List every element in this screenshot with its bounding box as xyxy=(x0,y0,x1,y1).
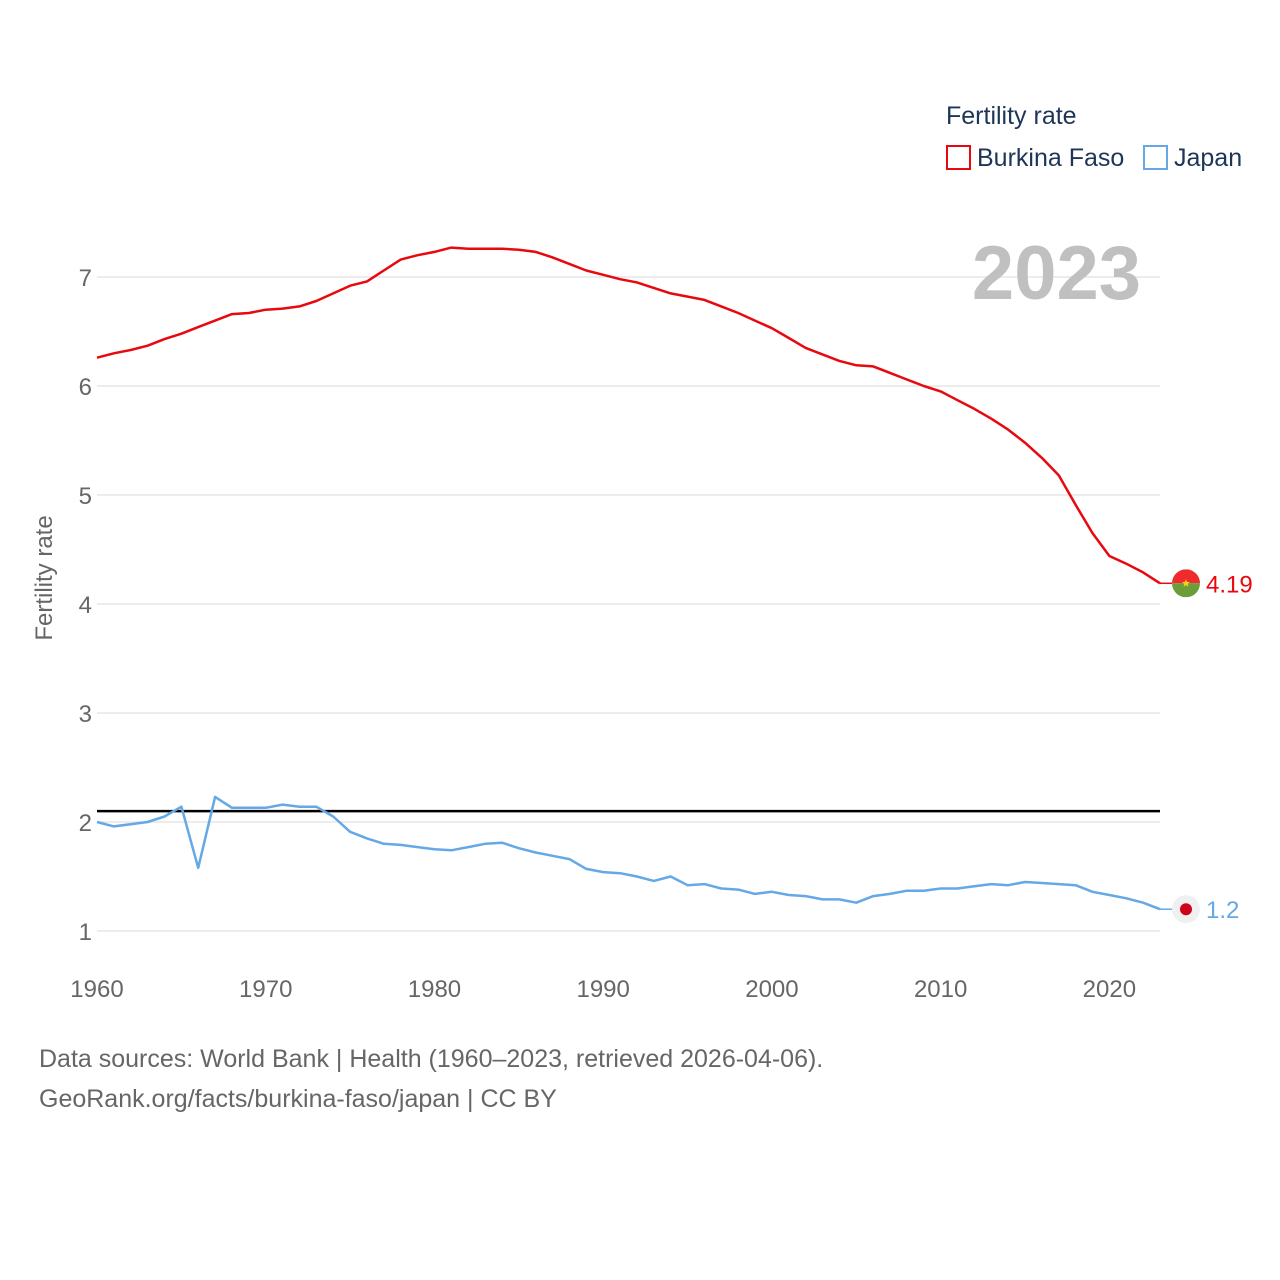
x-tick-label-1990: 1990 xyxy=(576,976,629,1003)
grid-layer xyxy=(97,276,1160,932)
x-tick-label-2020: 2020 xyxy=(1083,976,1136,1003)
legend-label-burkina-faso: Burkina Faso xyxy=(977,144,1124,172)
x-tick-label-1960: 1960 xyxy=(70,976,123,1003)
y-tick-label-1: 1 xyxy=(79,919,92,946)
y-tick-label-2: 2 xyxy=(79,810,92,837)
y-tick-label-3: 3 xyxy=(79,701,92,728)
end-value-label-burkina-faso: 4.19 xyxy=(1206,571,1253,598)
legend-item-japan[interactable]: Japan xyxy=(1143,144,1242,172)
y-axis-title: Fertility rate xyxy=(31,515,58,640)
y-tick-label-6: 6 xyxy=(79,374,92,401)
series-line-burkina-faso[interactable] xyxy=(96,246,1161,585)
series-line-japan[interactable] xyxy=(96,795,1161,911)
burkina-faso-flag-icon xyxy=(1172,569,1200,598)
japan-flag-icon xyxy=(1172,895,1200,924)
x-axis: 1960 1970 1980 1990 2000 2010 2020 xyxy=(70,976,1136,1003)
end-markers: 4.19 1.2 xyxy=(1160,569,1253,924)
x-tick-label-2010: 2010 xyxy=(914,976,967,1003)
legend-item-burkina-faso[interactable]: Burkina Faso xyxy=(946,144,1124,172)
legend-swatch-burkina-faso xyxy=(946,145,971,170)
footer-attribution[interactable]: GeoRank.org/facts/burkina-faso/japan | C… xyxy=(39,1085,557,1113)
legend-swatch-japan xyxy=(1143,145,1168,170)
y-tick-label-4: 4 xyxy=(79,592,92,619)
year-label: 2023 xyxy=(972,231,1141,316)
x-tick-label-1980: 1980 xyxy=(408,976,461,1003)
y-axis: 1 2 3 4 5 6 7 xyxy=(79,265,92,946)
y-tick-label-7: 7 xyxy=(79,265,92,292)
y-tick-label-5: 5 xyxy=(79,483,92,510)
footer-sources: Data sources: World Bank | Health (1960–… xyxy=(39,1045,824,1073)
legend: Fertility rate Burkina Faso Japan xyxy=(946,102,1242,172)
end-value-label-japan: 1.2 xyxy=(1206,897,1239,924)
legend-title: Fertility rate xyxy=(946,102,1077,130)
x-tick-label-2000: 2000 xyxy=(745,976,798,1003)
x-tick-label-1970: 1970 xyxy=(239,976,292,1003)
legend-label-japan: Japan xyxy=(1174,144,1242,172)
series-layer xyxy=(96,246,1161,911)
